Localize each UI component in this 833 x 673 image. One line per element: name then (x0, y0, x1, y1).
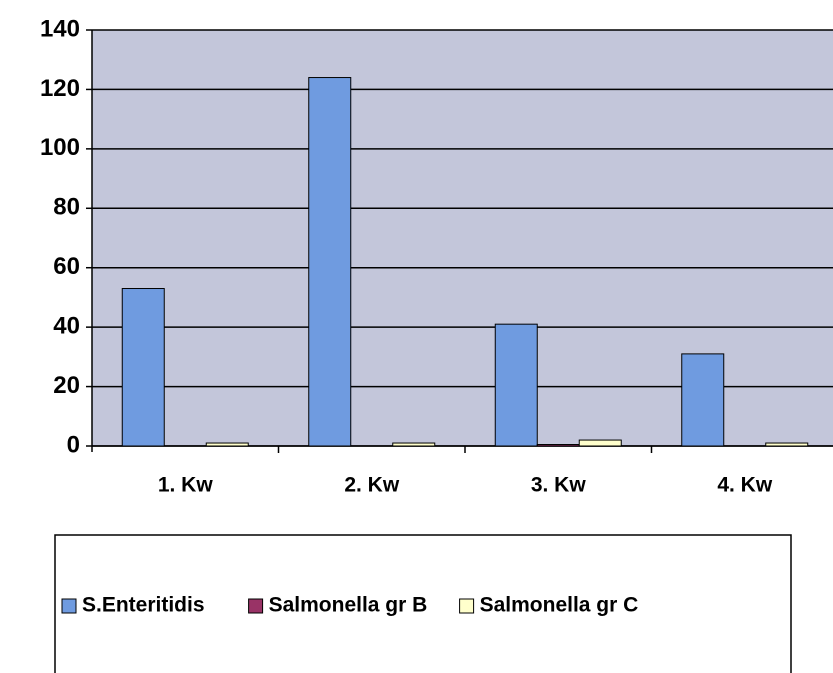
legend-label: Salmonella gr B (269, 594, 428, 617)
legend-label: S.Enteritidis (82, 594, 205, 617)
legend-box (54, 534, 792, 673)
bar (121, 288, 165, 447)
y-tick-label: 80 (53, 194, 80, 221)
y-tick-label: 40 (53, 312, 80, 339)
legend-swatch (248, 598, 264, 614)
bar (578, 439, 622, 447)
y-tick-label: 100 (40, 134, 80, 161)
x-tick-label: 4. Kw (717, 474, 773, 497)
y-tick-label: 20 (53, 372, 80, 399)
x-tick-label: 2. Kw (344, 474, 400, 497)
y-tick-label: 60 (53, 253, 80, 280)
bar (681, 353, 725, 447)
y-tick-label: 140 (40, 15, 80, 42)
bar (536, 444, 580, 447)
y-tick-label: 0 (67, 431, 80, 458)
bar (494, 323, 538, 447)
bar (392, 442, 436, 447)
bar (205, 442, 249, 447)
x-tick-label: 1. Kw (158, 474, 214, 497)
bar (765, 442, 809, 447)
legend-swatch (459, 598, 475, 614)
legend-label: Salmonella gr C (480, 594, 639, 617)
y-tick-label: 120 (40, 75, 80, 102)
x-tick-label: 3. Kw (531, 474, 587, 497)
legend-swatch (61, 598, 77, 614)
bar (308, 77, 352, 447)
